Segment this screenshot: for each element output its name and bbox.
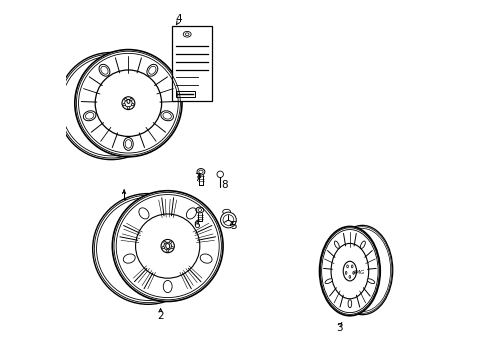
Circle shape: [163, 242, 171, 250]
Ellipse shape: [186, 208, 196, 219]
Text: 5: 5: [229, 221, 236, 231]
Ellipse shape: [343, 261, 356, 281]
Circle shape: [112, 191, 223, 301]
Ellipse shape: [165, 243, 169, 249]
Circle shape: [130, 98, 132, 101]
Circle shape: [124, 98, 127, 101]
Ellipse shape: [366, 279, 374, 284]
Circle shape: [127, 107, 129, 109]
Text: 3: 3: [335, 323, 342, 333]
Ellipse shape: [123, 254, 135, 263]
Circle shape: [220, 212, 236, 228]
Ellipse shape: [351, 265, 352, 268]
Ellipse shape: [360, 241, 365, 248]
Ellipse shape: [161, 111, 173, 121]
Text: 7: 7: [194, 173, 200, 183]
Circle shape: [171, 247, 173, 249]
Text: 8: 8: [221, 180, 228, 190]
Ellipse shape: [148, 66, 156, 74]
Ellipse shape: [99, 64, 110, 76]
Circle shape: [163, 241, 166, 243]
Text: 6: 6: [193, 220, 199, 230]
Ellipse shape: [163, 280, 172, 293]
Circle shape: [122, 103, 125, 106]
Ellipse shape: [200, 254, 212, 263]
Text: AMG: AMG: [352, 270, 364, 275]
Text: 4: 4: [175, 14, 182, 23]
Circle shape: [124, 99, 132, 107]
Ellipse shape: [346, 265, 347, 268]
Ellipse shape: [83, 111, 96, 121]
Ellipse shape: [85, 112, 94, 119]
Circle shape: [131, 103, 134, 106]
Bar: [172, 26, 212, 102]
Ellipse shape: [319, 226, 380, 316]
Ellipse shape: [347, 300, 351, 308]
Circle shape: [169, 241, 171, 243]
Circle shape: [162, 247, 164, 249]
Circle shape: [122, 97, 135, 110]
Ellipse shape: [127, 99, 130, 103]
Ellipse shape: [125, 140, 131, 148]
Text: 2: 2: [157, 311, 163, 321]
Bar: [175, 91, 195, 97]
Ellipse shape: [163, 112, 171, 119]
Ellipse shape: [123, 138, 133, 150]
Ellipse shape: [345, 271, 346, 274]
Ellipse shape: [146, 64, 158, 76]
Ellipse shape: [139, 208, 149, 219]
Ellipse shape: [325, 279, 332, 284]
Ellipse shape: [352, 271, 354, 274]
Ellipse shape: [334, 241, 339, 248]
Circle shape: [166, 250, 168, 252]
Ellipse shape: [348, 275, 350, 278]
Circle shape: [75, 50, 182, 157]
Text: 1: 1: [121, 192, 127, 202]
Ellipse shape: [101, 66, 108, 74]
Circle shape: [161, 239, 174, 253]
